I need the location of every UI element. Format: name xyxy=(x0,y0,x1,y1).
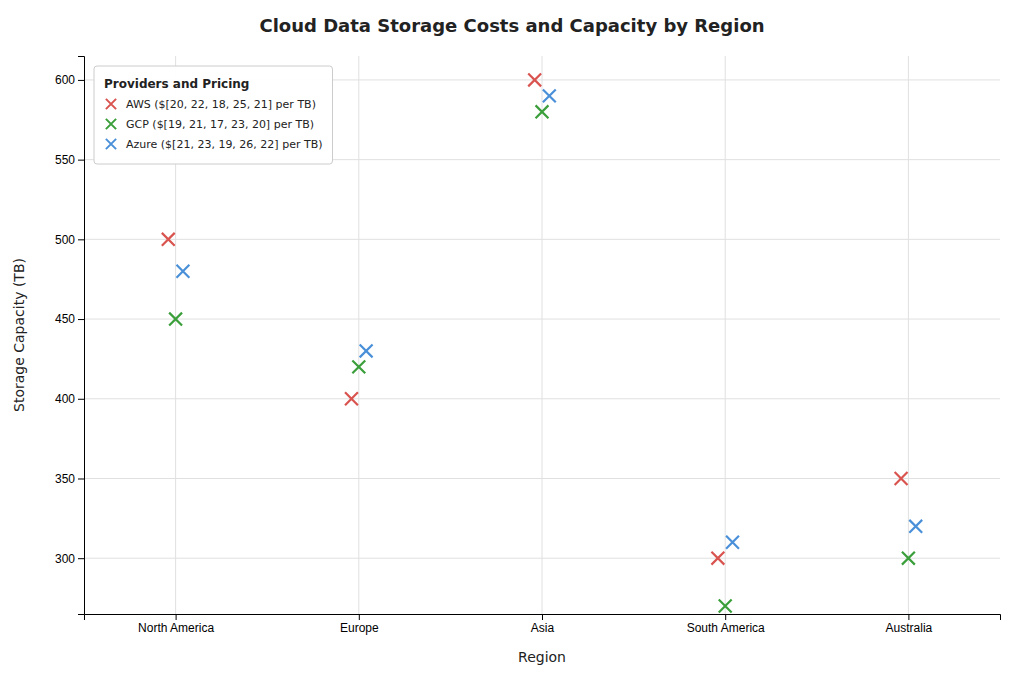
legend: Providers and Pricing AWS ($[20, 22, 18, … xyxy=(94,66,332,164)
y-tick-label: 500 xyxy=(55,233,75,247)
chart: Cloud Data Storage Costs and Capacity by… xyxy=(0,0,1024,680)
y-tick-label: 600 xyxy=(55,73,75,87)
plot: North America Europe Asia South America Aust… xyxy=(55,56,1001,635)
x-tick: Australia xyxy=(886,614,933,635)
x-tick-mark xyxy=(908,614,909,620)
y-tick: 550 xyxy=(55,153,84,167)
x-tick-label: Asia xyxy=(531,621,555,635)
x-tick: North America xyxy=(138,614,214,635)
y-tick-label: 350 xyxy=(55,472,75,486)
y-tick-label: 550 xyxy=(55,153,75,167)
grid-line-x xyxy=(358,56,359,614)
x-tick-label: North America xyxy=(138,621,214,635)
x-axis: North America Europe Asia South America Aust… xyxy=(85,614,1001,635)
legend-entry: Azure ($[21, 23, 19, 26, 22] per TB) xyxy=(126,138,322,151)
y-tick-mark xyxy=(78,160,84,161)
point xyxy=(726,536,739,549)
grid xyxy=(84,56,1000,614)
legend-marker xyxy=(106,99,116,109)
x-tick-label: Europe xyxy=(340,621,379,635)
y-axis: 300 350 400 450 500 550 600 xyxy=(55,57,85,615)
x-tick: South America xyxy=(687,614,765,635)
x-tick-label: Australia xyxy=(886,621,933,635)
y-tick: 350 xyxy=(55,472,84,486)
title: Cloud Data Storage Costs and Capacity by… xyxy=(259,15,764,36)
legend-entry: GCP ($[19, 21, 17, 23, 20] per TB) xyxy=(126,118,314,131)
point xyxy=(711,552,724,565)
y-tick-mark xyxy=(78,558,84,559)
x-tick-mark xyxy=(725,614,726,620)
point xyxy=(909,520,922,533)
y-tick: 400 xyxy=(55,392,84,406)
y-tick-label: 450 xyxy=(55,312,75,326)
x-tick-mark xyxy=(176,614,177,620)
series xyxy=(169,105,915,612)
point xyxy=(902,552,915,565)
point xyxy=(169,313,182,326)
y-tick-label: 300 xyxy=(55,552,75,566)
x-axis-title: Region xyxy=(518,649,566,665)
point xyxy=(162,233,175,246)
point xyxy=(345,392,358,405)
grid-line-x xyxy=(908,56,909,614)
point xyxy=(352,360,365,373)
point xyxy=(360,345,373,358)
y-tick-label: 400 xyxy=(55,392,75,406)
y-tick: 300 xyxy=(55,552,84,566)
point xyxy=(895,472,908,485)
legend-entry: AWS ($[20, 22, 18, 25, 21] per TB) xyxy=(126,98,316,111)
point xyxy=(176,265,189,278)
y-tick-mark xyxy=(78,80,84,81)
y-axis-title: Storage Capacity (TB) xyxy=(11,258,27,412)
y-tick: 500 xyxy=(55,233,84,247)
legend-box xyxy=(94,66,332,164)
y-axis-line xyxy=(78,57,85,615)
grid-line-x xyxy=(542,56,543,614)
y-tick-mark xyxy=(78,319,84,320)
x-tick-mark xyxy=(542,614,543,620)
point xyxy=(543,89,556,102)
legend-title: Providers and Pricing xyxy=(104,77,249,91)
y-tick-mark xyxy=(78,239,84,240)
y-tick-mark xyxy=(78,478,84,479)
point xyxy=(528,73,541,86)
grid-line-x xyxy=(725,56,726,614)
y-tick: 600 xyxy=(55,73,84,87)
y-tick-mark xyxy=(78,399,84,400)
x-axis-line xyxy=(85,615,1001,621)
legend-marker xyxy=(106,119,116,129)
point xyxy=(719,600,732,613)
x-tick-mark xyxy=(359,614,360,620)
x-tick-label: South America xyxy=(687,621,765,635)
x-tick: Europe xyxy=(340,614,379,635)
x-tick: Asia xyxy=(531,614,555,635)
legend-marker xyxy=(106,139,116,149)
point xyxy=(536,105,549,118)
y-tick: 450 xyxy=(55,312,84,326)
